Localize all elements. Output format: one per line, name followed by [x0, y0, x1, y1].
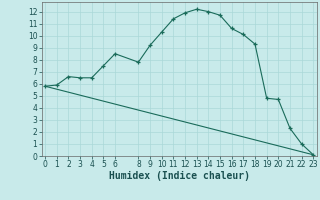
- X-axis label: Humidex (Indice chaleur): Humidex (Indice chaleur): [109, 171, 250, 181]
